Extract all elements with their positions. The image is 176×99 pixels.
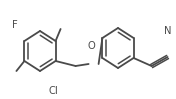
Text: O: O — [87, 41, 95, 51]
Text: Cl: Cl — [49, 86, 59, 96]
Text: F: F — [12, 20, 18, 30]
Text: N: N — [164, 26, 171, 37]
